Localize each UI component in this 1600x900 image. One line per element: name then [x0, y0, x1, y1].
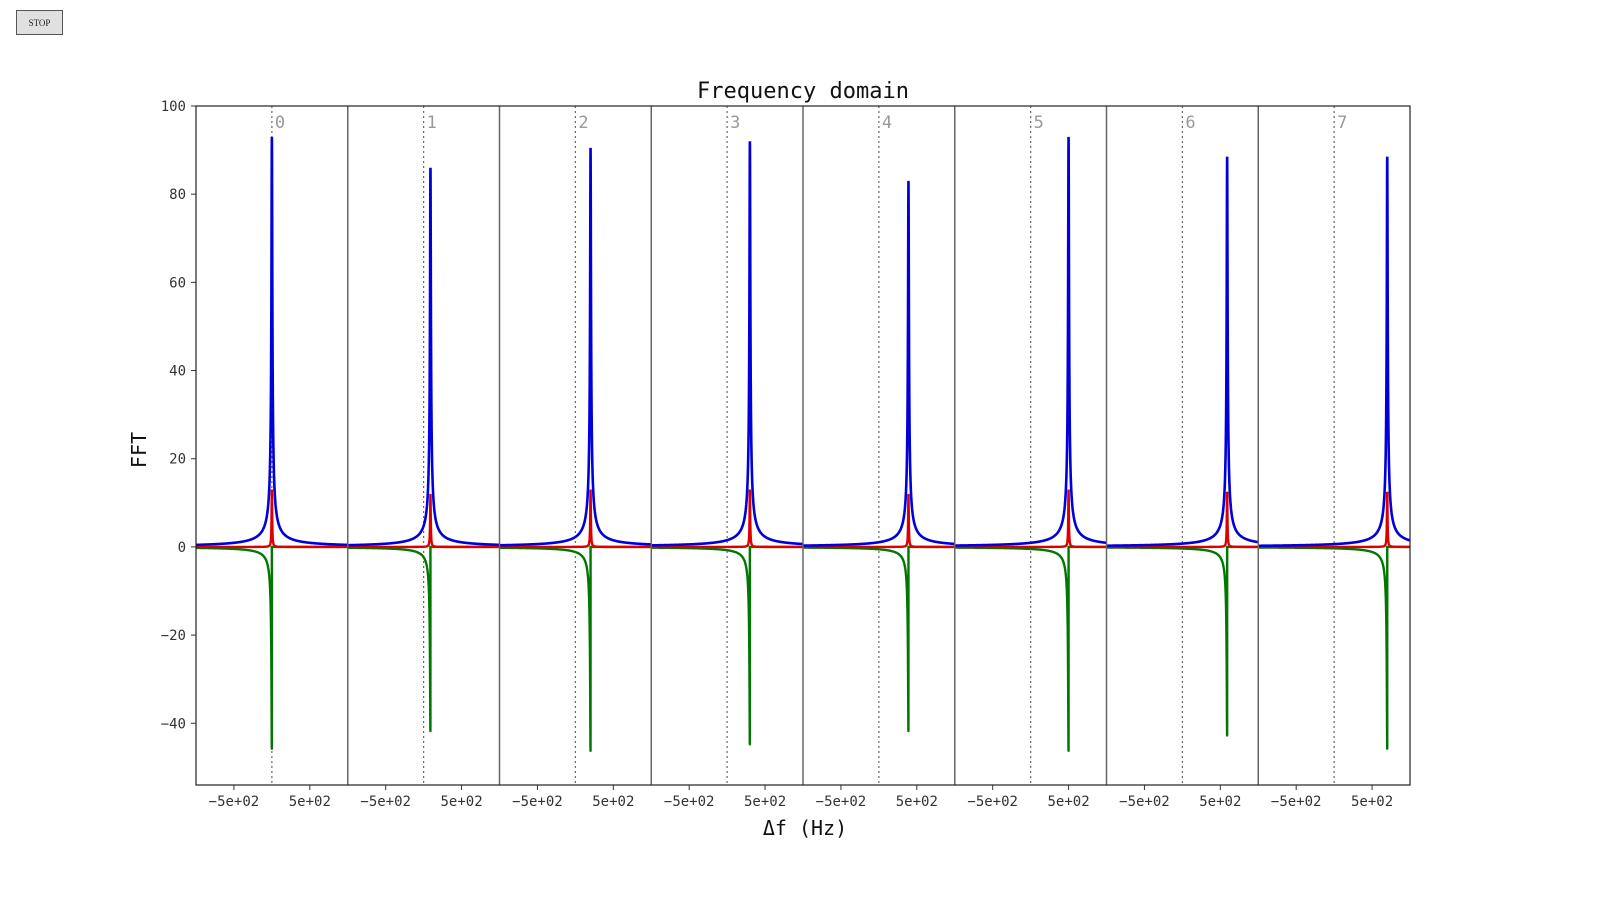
- panel-label-3: 3: [730, 113, 740, 133]
- y-tick-label: −20: [161, 628, 186, 644]
- real-series-line: [196, 489, 348, 549]
- abs-series-line: [195, 136, 348, 547]
- imag-series-line: [347, 545, 500, 732]
- panel-label-7: 7: [1337, 113, 1347, 133]
- panel-4: 4 −5e+02 5e+02: [802, 106, 955, 810]
- chart-title: Frequency domain: [697, 79, 909, 104]
- panel-label-4: 4: [882, 113, 892, 133]
- panel-5: 5 −5e+02 5e+02: [954, 106, 1107, 810]
- y-tick-label: 0: [178, 540, 186, 556]
- x-tick-label: 5e+02: [289, 794, 331, 810]
- y-tick-label: 40: [169, 364, 186, 380]
- abs-series-line: [499, 147, 652, 547]
- y-tick-label: 60: [169, 275, 186, 291]
- y-tick-label: −40: [161, 716, 186, 732]
- x-tick-label: 5e+02: [440, 794, 482, 810]
- panel-label-1: 1: [427, 113, 437, 133]
- abs-series-line: [1106, 156, 1259, 547]
- x-tick-label: −5e+02: [1119, 794, 1170, 810]
- y-axis-label: FFT: [127, 432, 151, 468]
- real-series-line: [651, 489, 803, 549]
- real-series-line: [803, 493, 955, 549]
- x-tick-label: −5e+02: [967, 794, 1018, 810]
- panel-label-5: 5: [1034, 113, 1044, 133]
- x-tick-label: −5e+02: [664, 794, 715, 810]
- x-tick-label: −5e+02: [512, 794, 563, 810]
- panel-1: 1 −5e+02 5e+02: [347, 106, 500, 810]
- plot-frame: [195, 105, 1411, 786]
- real-series-line: [347, 493, 500, 549]
- real-series-line: [1106, 491, 1259, 549]
- panel-label-6: 6: [1185, 113, 1195, 133]
- x-axis-label: Δf (Hz): [763, 816, 847, 840]
- abs-series-line: [803, 180, 955, 547]
- x-tick-label: 5e+02: [1047, 794, 1089, 810]
- real-series-line: [1258, 491, 1410, 549]
- abs-series-line: [954, 136, 1107, 547]
- y-tick-label: 20: [169, 452, 186, 468]
- panel-2: 2 −5e+02 5e+02: [498, 106, 652, 810]
- panel-0: 0 −5e+02 5e+02: [195, 106, 348, 810]
- x-tick-label: 5e+02: [744, 794, 786, 810]
- panel-label-0: 0: [275, 113, 285, 133]
- y-tick-label: 100: [161, 99, 186, 115]
- abs-series-line: [1258, 156, 1411, 548]
- abs-series-line: [651, 141, 804, 547]
- x-tick-label: −5e+02: [816, 794, 867, 810]
- x-tick-label: 5e+02: [592, 794, 634, 810]
- panel-7: 7 −5e+02 5e+02: [1257, 106, 1411, 810]
- real-series-line: [499, 489, 652, 549]
- x-tick-label: 5e+02: [896, 794, 938, 810]
- panels-layer: 0 −5e+02 5e+02 1 −5e+02 5e+02 2 −5e+02 5e+02 3 −5e…: [195, 106, 1411, 810]
- x-tick-label: 5e+02: [1351, 794, 1393, 810]
- real-series-line: [954, 489, 1107, 549]
- y-tick-label: 80: [169, 187, 186, 203]
- x-tick-label: −5e+02: [1271, 794, 1322, 810]
- x-tick-label: −5e+02: [360, 794, 411, 810]
- panel-6: 6 −5e+02 5e+02: [1105, 106, 1259, 810]
- x-tick-label: −5e+02: [209, 794, 260, 810]
- imag-series-line: [803, 545, 955, 732]
- abs-series-line: [347, 167, 500, 547]
- stop-button[interactable]: STOP: [16, 10, 63, 35]
- panel-label-2: 2: [578, 113, 588, 133]
- panel-3: 3 −5e+02 5e+02: [650, 106, 804, 810]
- x-tick-label: 5e+02: [1199, 794, 1241, 810]
